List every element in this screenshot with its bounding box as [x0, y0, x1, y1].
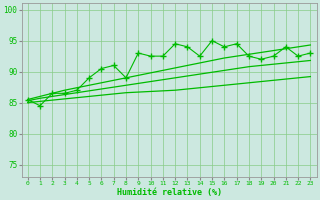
X-axis label: Humidité relative (%): Humidité relative (%): [116, 188, 221, 197]
